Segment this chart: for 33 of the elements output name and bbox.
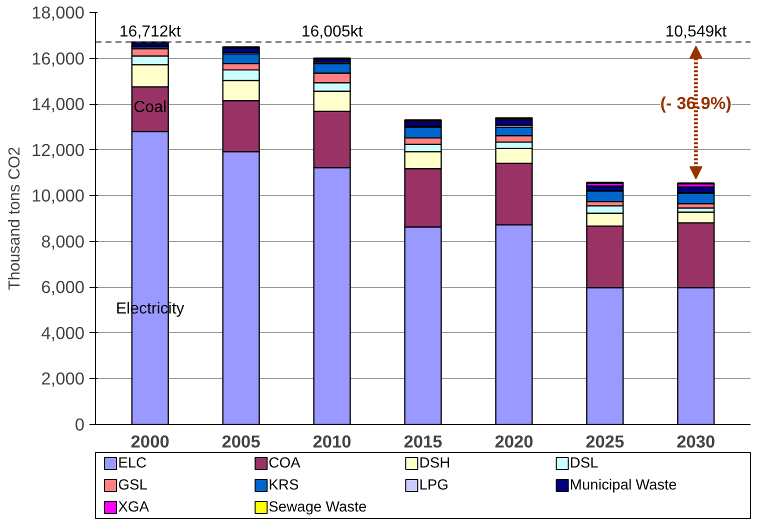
x-tick-label: 2030 xyxy=(676,432,716,452)
annotation: (- 36.9%) xyxy=(660,93,732,114)
y-tick-label: 10,000 xyxy=(32,186,84,206)
annotation: 16,005kt xyxy=(301,23,364,40)
y-tick-label: 6,000 xyxy=(41,277,85,298)
x-tick-label: 2010 xyxy=(312,432,352,452)
legend-label: GSL xyxy=(118,478,148,494)
x-tick-label: 2015 xyxy=(404,432,443,452)
legend-label: COA xyxy=(268,456,301,472)
y-tick-label: 8,000 xyxy=(41,231,85,252)
y-tick-label: 0 xyxy=(74,414,85,434)
y-tick-label: 4,000 xyxy=(41,322,85,343)
y-tick-label: 12,000 xyxy=(32,140,84,160)
y-tick-label: 14,000 xyxy=(32,94,84,114)
x-tick-label: 2005 xyxy=(222,432,261,452)
legend-label: Sewage Waste xyxy=(268,500,367,516)
legend-label: DSH xyxy=(419,456,450,472)
y-axis-title: Thousand tons CO2 xyxy=(6,146,24,290)
annotation: 16,712kt xyxy=(119,23,182,40)
y-tick-label: 16,000 xyxy=(32,48,84,68)
legend-label: DSL xyxy=(570,456,598,472)
x-tick-label: 2020 xyxy=(494,432,534,452)
x-tick-label: 2000 xyxy=(130,432,170,452)
annotation: Coal xyxy=(134,98,167,116)
legend-label: XGA xyxy=(118,500,150,516)
legend-label: LPG xyxy=(419,478,449,494)
legend-label: Municipal Waste xyxy=(570,478,677,494)
legend-label: ELC xyxy=(118,456,148,472)
y-tick-label: 18,000 xyxy=(32,2,84,22)
legend-label: KRS xyxy=(268,478,300,494)
y-tick-label: 2,000 xyxy=(41,368,85,389)
x-tick-label: 2025 xyxy=(586,432,625,452)
annotation: 10,549kt xyxy=(665,23,728,40)
